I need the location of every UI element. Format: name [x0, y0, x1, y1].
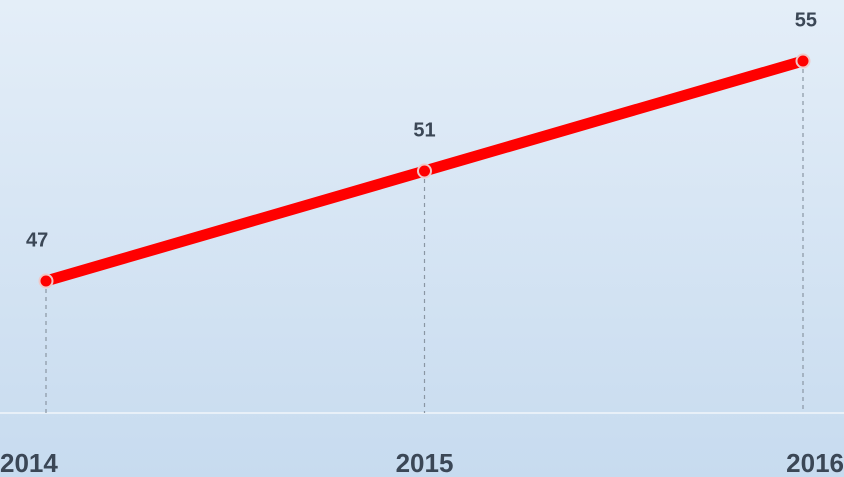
x-tick-label: 2016 [786, 448, 844, 477]
point [38, 273, 54, 289]
point [795, 53, 811, 69]
data-label: 47 [26, 229, 48, 251]
point [417, 163, 432, 179]
data-label: 55 [795, 9, 817, 31]
x-tick-label: 2015 [396, 448, 454, 477]
data-label: 51 [413, 119, 435, 141]
x-tick-label: 2014 [0, 448, 58, 477]
